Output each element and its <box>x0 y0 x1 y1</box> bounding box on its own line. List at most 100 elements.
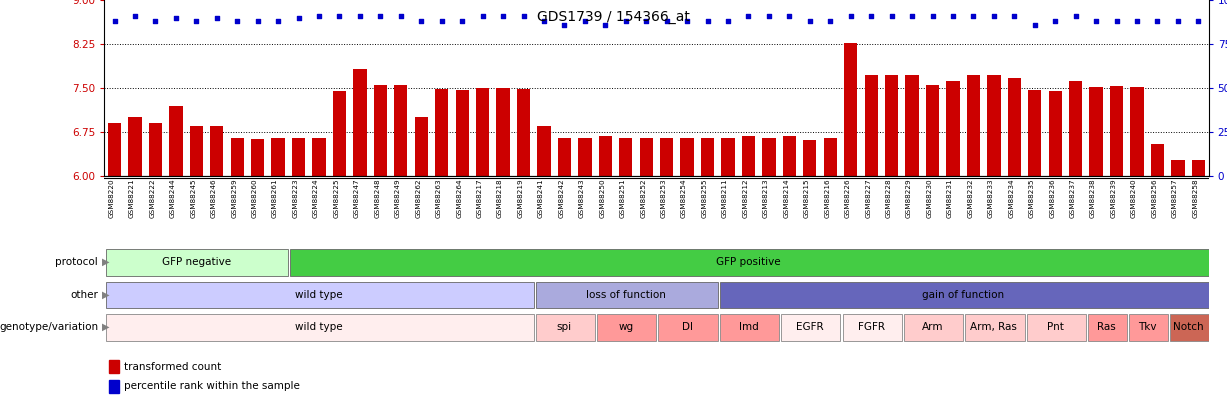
Text: GSM88233: GSM88233 <box>988 178 994 218</box>
Bar <box>599 136 612 176</box>
Bar <box>1172 160 1184 176</box>
Bar <box>497 88 509 176</box>
Bar <box>885 75 898 176</box>
Bar <box>701 138 714 176</box>
Point <box>534 18 553 24</box>
Point <box>1086 18 1106 24</box>
Point <box>677 18 697 24</box>
Text: GSM88224: GSM88224 <box>313 178 319 218</box>
Point <box>656 18 676 24</box>
Text: GSM88237: GSM88237 <box>1070 178 1076 218</box>
Bar <box>967 75 980 176</box>
Point <box>595 21 615 28</box>
Text: GSM88238: GSM88238 <box>1090 178 1096 218</box>
Bar <box>107 281 534 308</box>
Text: GSM88242: GSM88242 <box>558 178 564 218</box>
Bar <box>620 138 632 176</box>
Bar <box>1191 160 1205 176</box>
Text: ▶: ▶ <box>102 322 109 332</box>
Text: GSM88218: GSM88218 <box>497 178 503 218</box>
Text: ▶: ▶ <box>102 257 109 267</box>
Bar <box>292 138 306 176</box>
Text: GFP positive: GFP positive <box>717 257 780 267</box>
Bar <box>926 85 939 176</box>
Bar <box>252 139 264 176</box>
Bar <box>844 43 858 176</box>
Text: GSM88216: GSM88216 <box>825 178 831 218</box>
Text: GSM88223: GSM88223 <box>292 178 298 218</box>
Text: GFP negative: GFP negative <box>162 257 231 267</box>
Point <box>882 13 902 19</box>
Point <box>227 18 247 24</box>
Point <box>840 13 860 19</box>
Text: lmd: lmd <box>739 322 758 332</box>
Text: Tkv: Tkv <box>1137 322 1157 332</box>
Text: Pnt: Pnt <box>1047 322 1064 332</box>
Point <box>453 18 472 24</box>
Bar <box>313 138 325 176</box>
Bar <box>1130 87 1144 176</box>
Bar <box>108 123 121 176</box>
Point <box>963 13 983 19</box>
Text: GSM88257: GSM88257 <box>1172 178 1178 218</box>
Point <box>944 13 963 19</box>
Bar <box>804 140 816 176</box>
Bar <box>271 138 285 176</box>
Bar <box>108 360 119 373</box>
Text: GSM88215: GSM88215 <box>804 178 810 218</box>
Text: GSM88264: GSM88264 <box>456 178 463 218</box>
Point <box>902 13 921 19</box>
Text: GSM88259: GSM88259 <box>231 178 237 218</box>
Text: FGFR: FGFR <box>858 322 885 332</box>
Text: GSM88227: GSM88227 <box>865 178 871 218</box>
Text: GSM88248: GSM88248 <box>374 178 380 218</box>
Text: GSM88253: GSM88253 <box>660 178 666 218</box>
Bar <box>537 126 551 176</box>
Point <box>104 18 124 24</box>
Bar <box>353 69 367 176</box>
Text: GSM88235: GSM88235 <box>1028 178 1034 218</box>
Bar <box>536 314 595 341</box>
Bar <box>1027 314 1086 341</box>
Text: GSM88222: GSM88222 <box>150 178 156 218</box>
Bar <box>681 138 693 176</box>
Text: genotype/variation: genotype/variation <box>0 322 98 332</box>
Point <box>514 13 534 19</box>
Point <box>760 13 779 19</box>
Bar <box>1007 77 1021 176</box>
Point <box>432 18 452 24</box>
Bar <box>455 90 469 176</box>
Bar <box>333 91 346 176</box>
Text: GSM88263: GSM88263 <box>436 178 442 218</box>
Text: GSM88231: GSM88231 <box>947 178 953 218</box>
Point <box>779 13 799 19</box>
Bar <box>865 75 877 176</box>
Bar <box>108 380 119 393</box>
Text: GSM88236: GSM88236 <box>1049 178 1055 218</box>
Point <box>166 14 185 21</box>
Point <box>330 13 350 19</box>
Bar <box>148 123 162 176</box>
Bar <box>415 117 428 176</box>
Bar <box>436 89 448 176</box>
Text: spi: spi <box>557 322 572 332</box>
Point <box>1005 13 1025 19</box>
Text: GSM88213: GSM88213 <box>763 178 769 218</box>
Bar <box>1049 91 1061 176</box>
Text: GSM88245: GSM88245 <box>190 178 196 218</box>
Text: GSM88228: GSM88228 <box>886 178 892 218</box>
Bar <box>169 106 183 176</box>
Bar <box>904 314 963 341</box>
Point <box>472 13 492 19</box>
Text: GSM88226: GSM88226 <box>844 178 850 218</box>
Text: GSM88261: GSM88261 <box>272 178 279 218</box>
Point <box>800 18 820 24</box>
Bar <box>639 138 653 176</box>
Text: GSM88250: GSM88250 <box>599 178 605 218</box>
Bar <box>291 249 1209 276</box>
Point <box>555 21 574 28</box>
Point <box>923 13 942 19</box>
Text: GSM88254: GSM88254 <box>681 178 687 218</box>
Point <box>637 18 656 24</box>
Text: GSM88247: GSM88247 <box>353 178 360 218</box>
